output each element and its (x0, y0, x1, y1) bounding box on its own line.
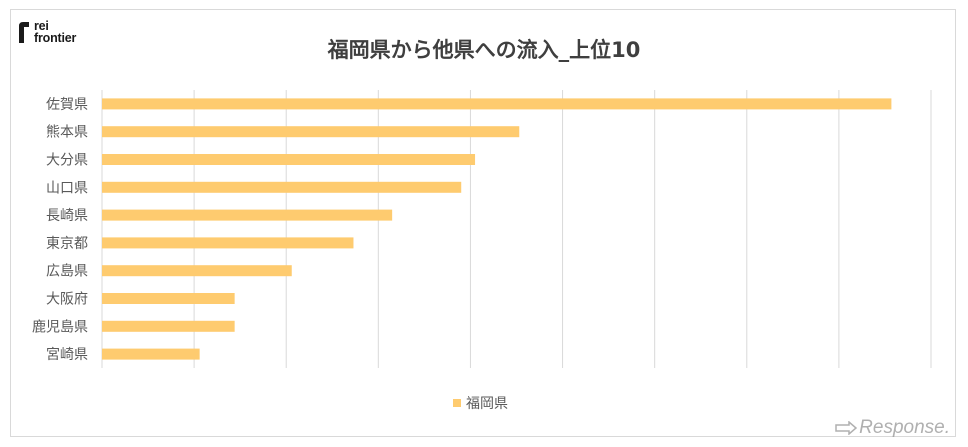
chart-title: 福岡県から他県への流入_上位10 (327, 38, 641, 62)
bar-3 (102, 154, 476, 165)
category-label: 鹿児島県 (32, 318, 88, 335)
brand-logo: rei frontier (18, 20, 76, 44)
category-label: 山口県 (46, 180, 88, 196)
category-label: 大分県 (46, 153, 88, 169)
logo-line-1: rei (34, 19, 49, 33)
response-watermark: Response. (835, 417, 950, 439)
category-label: 東京都 (46, 236, 88, 252)
legend-swatch (453, 399, 461, 407)
bar-10 (102, 348, 200, 360)
logo-text: rei frontier (34, 19, 77, 45)
bar-7 (102, 265, 292, 277)
category-label: 熊本県 (46, 125, 88, 141)
chart-frame (10, 9, 956, 437)
legend: 福岡県 (453, 393, 508, 413)
logo-mark-icon (19, 22, 29, 43)
category-label: 広島県 (46, 264, 88, 280)
bar-1 (102, 98, 892, 110)
logo-line-2: frontier (34, 31, 77, 45)
watermark-text: Response. (859, 417, 950, 438)
legend-label: 福岡県 (466, 396, 508, 412)
category-label: 長崎県 (46, 208, 88, 224)
bar-5 (102, 209, 393, 221)
category-label: 大阪府 (46, 292, 88, 308)
bar-4 (102, 181, 462, 193)
category-label: 佐賀県 (46, 97, 88, 113)
bar-2 (102, 126, 520, 138)
bar-8 (102, 293, 235, 304)
bar-6 (102, 237, 354, 249)
bar-9 (102, 320, 235, 332)
category-label: 宮崎県 (46, 347, 88, 363)
watermark-arrow-icon (835, 421, 858, 435)
